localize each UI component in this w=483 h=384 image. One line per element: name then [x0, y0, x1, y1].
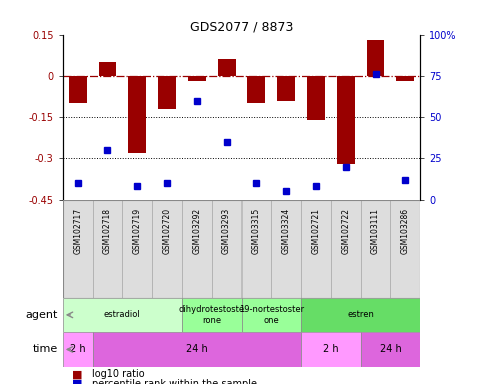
- Bar: [242, 298, 301, 332]
- Text: GSM102721: GSM102721: [312, 207, 320, 253]
- Bar: [158, 76, 176, 109]
- Bar: [301, 298, 420, 332]
- Bar: [277, 76, 295, 101]
- Bar: [182, 298, 242, 332]
- Text: agent: agent: [26, 310, 58, 320]
- Text: percentile rank within the sample: percentile rank within the sample: [92, 379, 257, 384]
- Bar: [93, 332, 301, 367]
- Bar: [212, 200, 242, 298]
- Bar: [218, 60, 236, 76]
- Bar: [99, 62, 116, 76]
- Text: GSM103286: GSM103286: [401, 207, 410, 254]
- Text: 2 h: 2 h: [323, 344, 339, 354]
- Bar: [307, 76, 325, 120]
- Text: time: time: [33, 344, 58, 354]
- Bar: [271, 200, 301, 298]
- Text: 24 h: 24 h: [186, 344, 208, 354]
- Bar: [301, 200, 331, 298]
- Bar: [63, 332, 93, 367]
- Bar: [128, 76, 146, 153]
- Text: GSM102718: GSM102718: [103, 207, 112, 253]
- Bar: [331, 200, 361, 298]
- Bar: [182, 200, 212, 298]
- Text: 19-nortestoster
one: 19-nortestoster one: [239, 305, 304, 324]
- Bar: [337, 76, 355, 164]
- Bar: [247, 76, 265, 103]
- Bar: [367, 40, 384, 76]
- Bar: [301, 332, 361, 367]
- Bar: [122, 200, 152, 298]
- Bar: [93, 200, 122, 298]
- Text: dihydrotestoste
rone: dihydrotestoste rone: [179, 305, 245, 324]
- Bar: [63, 298, 182, 332]
- Bar: [397, 76, 414, 81]
- Text: GSM103324: GSM103324: [282, 207, 291, 254]
- Bar: [69, 76, 86, 103]
- Bar: [152, 200, 182, 298]
- Text: GSM103293: GSM103293: [222, 207, 231, 254]
- Text: GSM102717: GSM102717: [73, 207, 82, 254]
- Text: ■: ■: [72, 379, 83, 384]
- Bar: [242, 200, 271, 298]
- Text: GSM103292: GSM103292: [192, 207, 201, 254]
- Bar: [361, 332, 420, 367]
- Text: GSM102719: GSM102719: [133, 207, 142, 254]
- Text: 24 h: 24 h: [380, 344, 401, 354]
- Text: 2 h: 2 h: [70, 344, 85, 354]
- Bar: [390, 200, 420, 298]
- Text: GSM102720: GSM102720: [163, 207, 171, 254]
- Text: ■: ■: [72, 369, 83, 379]
- Text: GSM103315: GSM103315: [252, 207, 261, 254]
- Bar: [361, 200, 390, 298]
- Bar: [63, 200, 93, 298]
- Text: GSM103111: GSM103111: [371, 207, 380, 253]
- Bar: [188, 76, 206, 81]
- Text: estradiol: estradiol: [104, 310, 141, 319]
- Text: estren: estren: [347, 310, 374, 319]
- Text: GSM102722: GSM102722: [341, 207, 350, 253]
- Text: log10 ratio: log10 ratio: [92, 369, 144, 379]
- Title: GDS2077 / 8873: GDS2077 / 8873: [190, 20, 293, 33]
